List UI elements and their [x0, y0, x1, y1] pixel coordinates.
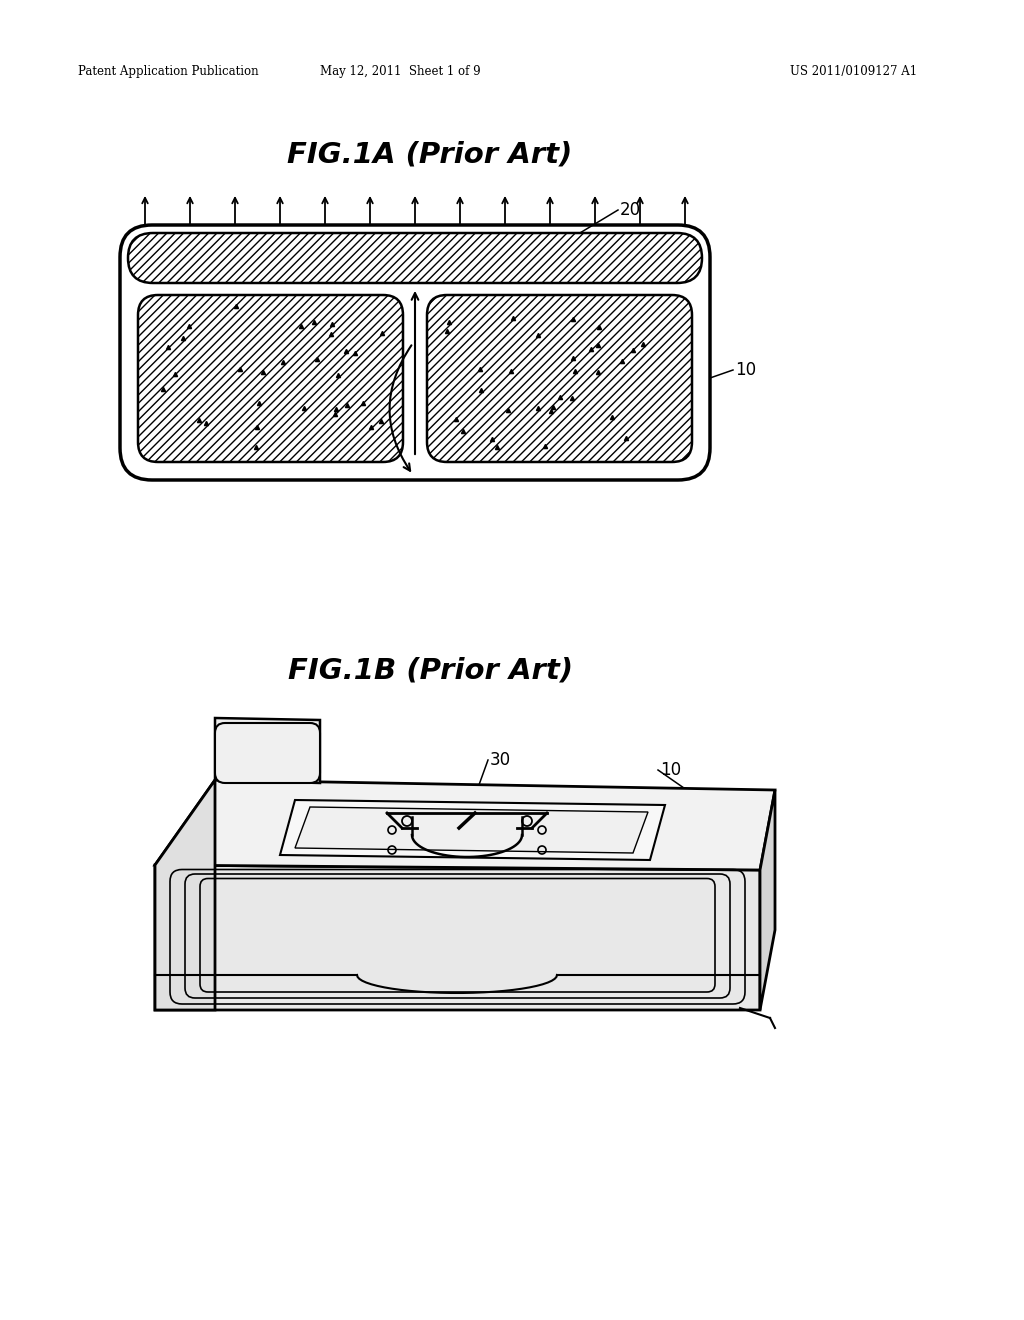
Text: May 12, 2011  Sheet 1 of 9: May 12, 2011 Sheet 1 of 9	[319, 66, 480, 78]
Text: Patent Application Publication: Patent Application Publication	[78, 66, 259, 78]
FancyBboxPatch shape	[138, 294, 403, 462]
Polygon shape	[760, 789, 775, 1010]
Text: FIG.1A (Prior Art): FIG.1A (Prior Art)	[288, 141, 572, 169]
FancyBboxPatch shape	[128, 234, 702, 282]
Text: 10: 10	[660, 762, 681, 779]
Polygon shape	[155, 780, 215, 1010]
Text: US 2011/0109127 A1: US 2011/0109127 A1	[790, 66, 918, 78]
FancyBboxPatch shape	[427, 294, 692, 462]
Text: FIG.1B (Prior Art): FIG.1B (Prior Art)	[288, 656, 572, 684]
Polygon shape	[215, 718, 319, 783]
Text: 30: 30	[490, 751, 511, 770]
Text: 20: 20	[620, 201, 641, 219]
Polygon shape	[155, 865, 760, 1010]
Polygon shape	[155, 780, 775, 870]
Polygon shape	[280, 800, 665, 861]
Text: 10: 10	[735, 360, 756, 379]
Polygon shape	[295, 807, 648, 853]
FancyBboxPatch shape	[215, 723, 319, 783]
FancyBboxPatch shape	[120, 224, 710, 480]
